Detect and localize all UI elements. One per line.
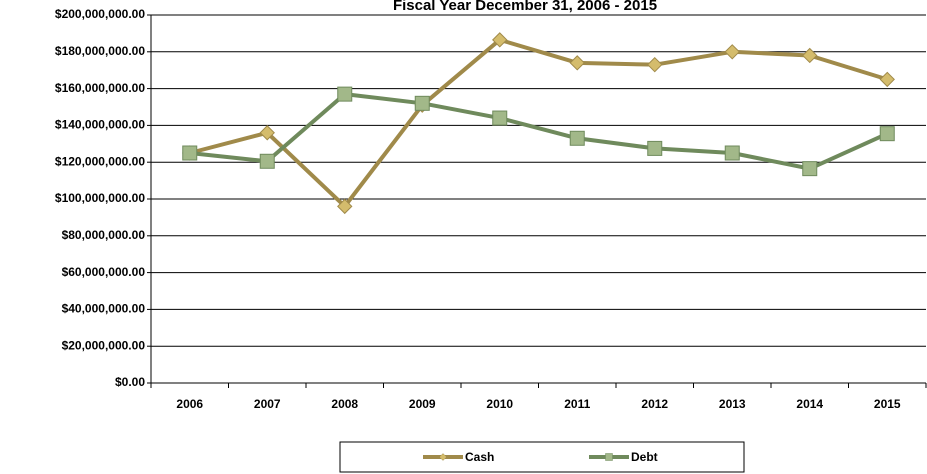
x-tick-label: 2014 [796,397,823,411]
data-point [802,161,818,177]
data-point [569,55,585,71]
x-tick-label: 2015 [874,397,901,411]
series-0 [182,32,895,215]
series-line [189,37,888,209]
x-tick-label: 2008 [331,397,358,411]
data-point [647,140,663,156]
x-tick-label: 2011 [564,397,590,411]
x-tick-label: 2010 [486,397,513,411]
y-tick-label: $120,000,000.00 [55,154,145,168]
y-tick-label: $80,000,000.00 [62,228,146,242]
legend-box [339,441,745,473]
data-point [879,126,895,142]
data-point [337,198,353,215]
x-tick-label: 2006 [176,397,203,411]
data-point [492,32,508,48]
data-point [802,47,818,64]
chart-title: Fiscal Year December 31, 2006 - 2015 [393,0,657,14]
data-point [569,130,585,146]
x-tick-label: 2009 [409,397,436,411]
y-tick-label: $20,000,000.00 [62,338,146,352]
legend-label: Debt [631,450,658,464]
x-tick-label: 2012 [641,397,668,411]
series-1 [182,86,895,177]
data-point [492,110,508,126]
legend-marker [605,453,613,461]
x-tick-label: 2013 [719,397,746,411]
data-point [879,71,895,88]
y-tick-label: $60,000,000.00 [62,265,146,279]
data-point [182,145,198,161]
data-point [414,95,430,111]
y-tick-label: $0.00 [115,375,145,389]
y-tick-label: $200,000,000.00 [55,7,145,21]
data-point [724,145,740,161]
legend-label: Cash [465,450,494,464]
data-point [724,44,740,60]
data-point [259,153,275,169]
data-point [337,86,353,102]
x-tick-label: 2007 [254,397,281,411]
y-tick-label: $140,000,000.00 [55,118,145,132]
y-tick-label: $180,000,000.00 [55,44,145,58]
data-point [647,56,663,73]
series-line [189,92,889,171]
y-tick-label: $40,000,000.00 [62,302,146,316]
legend-marker [439,453,447,461]
data-point [259,125,275,141]
y-tick-label: $100,000,000.00 [55,191,145,205]
y-tick-label: $160,000,000.00 [55,81,145,95]
